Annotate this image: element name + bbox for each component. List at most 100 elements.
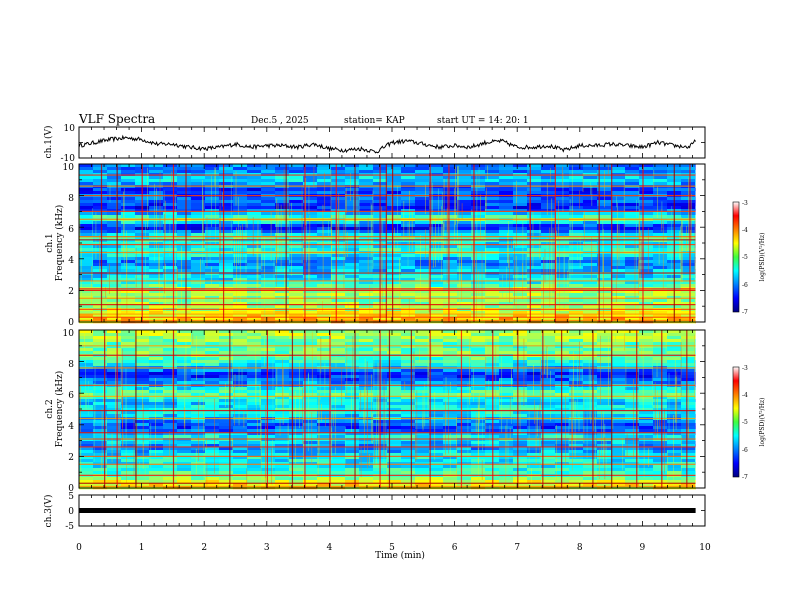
spectrogram-cell	[191, 396, 206, 400]
spectrogram-cell	[429, 191, 444, 195]
spectrogram-cell	[135, 459, 150, 463]
spectrogram-cell	[485, 372, 500, 376]
spectrogram-cell	[387, 230, 402, 234]
spectrogram-cell	[527, 408, 542, 412]
spectrogram-band-line	[79, 251, 696, 254]
spectrogram-cell	[191, 263, 206, 267]
spectrogram-cell	[289, 317, 304, 321]
spectrogram-cell	[219, 411, 234, 415]
spectrogram-cell	[513, 212, 528, 216]
spectrogram-cell	[597, 363, 612, 367]
spectrogram-cell	[191, 432, 206, 436]
spectrogram-cell	[149, 239, 164, 243]
spectrogram-cell	[275, 456, 290, 460]
spectrogram-cell	[429, 408, 444, 412]
spectrogram-cell	[583, 224, 598, 228]
spectrogram-cell	[303, 357, 318, 361]
spectrogram-cell	[317, 360, 332, 364]
spectrogram-cell	[527, 167, 542, 171]
spectrogram-cell	[205, 314, 220, 318]
spectrogram-cell	[219, 284, 234, 288]
spectrogram-cell	[261, 369, 276, 373]
spectrogram-cell	[149, 227, 164, 231]
spectrogram-cell	[303, 408, 318, 412]
spectrogram-cell	[149, 360, 164, 364]
spectrogram-cell	[247, 420, 262, 424]
spectrogram-cell	[387, 447, 402, 451]
spectrogram-cell	[597, 330, 612, 334]
spectrogram-cell	[163, 191, 178, 195]
spectrogram-cell	[583, 296, 598, 300]
spectrogram-cell	[317, 351, 332, 355]
spectrogram-cell	[387, 357, 402, 361]
spectrogram-cell	[527, 170, 542, 174]
spectrogram-cell	[331, 405, 346, 409]
spectrogram-cell	[611, 447, 626, 451]
spectrogram-cell	[331, 444, 346, 448]
spectrogram-cell	[499, 423, 514, 427]
spectrogram-cell	[93, 399, 108, 403]
spectrogram-cell	[135, 351, 150, 355]
spectrogram-cell	[569, 203, 584, 207]
spectrogram-cell	[261, 333, 276, 337]
spectrogram-cell	[317, 411, 332, 415]
spectrogram-cell	[401, 317, 416, 321]
spectrogram-cell	[303, 360, 318, 364]
spectrogram-cell	[611, 432, 626, 436]
spectrogram-cell	[485, 212, 500, 216]
spectrogram-cell	[261, 257, 276, 261]
spectrogram-cell	[233, 408, 248, 412]
spectrogram-cell	[667, 459, 682, 463]
spectrogram-cell	[639, 182, 654, 186]
spectrogram-cell	[611, 221, 626, 225]
spectrogram-cell	[261, 465, 276, 469]
spectrogram-cell	[415, 266, 430, 270]
spectrogram-cell	[541, 330, 556, 334]
spectrogram-cell	[135, 381, 150, 385]
spectrogram-cell	[485, 387, 500, 391]
spectrogram-cell	[331, 423, 346, 427]
spectrogram-cell	[331, 363, 346, 367]
spectrogram-cell	[79, 414, 94, 418]
spectrogram-cell	[485, 182, 500, 186]
spectrogram-cell	[541, 272, 556, 276]
spectrogram-cell	[79, 188, 94, 192]
spectrogram-cell	[541, 462, 556, 466]
spectrogram-cell	[247, 357, 262, 361]
spectrogram-cell	[177, 357, 192, 361]
spectrogram-cell	[415, 275, 430, 279]
spectrogram-cell	[387, 423, 402, 427]
spectrogram-cell	[527, 426, 542, 430]
spectrogram-cell	[415, 387, 430, 391]
spectrogram-cell	[485, 293, 500, 297]
spectrogram-streak	[123, 188, 125, 267]
spectrogram-cell	[401, 450, 416, 454]
spectrogram-cell	[317, 227, 332, 231]
ch1-spectrogram-ticks	[78, 163, 706, 323]
spectrogram-cell	[569, 191, 584, 195]
spectrogram-cell	[317, 170, 332, 174]
spectrogram-cell	[597, 167, 612, 171]
spectrogram-cell	[653, 447, 668, 451]
spectrogram-cell	[611, 363, 626, 367]
spectrogram-cell	[107, 305, 122, 309]
spectrogram-cell	[569, 221, 584, 225]
spectrogram-cell	[345, 284, 360, 288]
spectrogram-cell	[163, 402, 178, 406]
spectrogram-cell	[569, 305, 584, 309]
spectrogram-cell	[681, 402, 696, 406]
spectrogram-cell	[625, 215, 640, 219]
spectrogram-cell	[345, 290, 360, 294]
spectrogram-cell	[205, 248, 220, 252]
spectrogram-cell	[289, 215, 304, 219]
spectrogram-cell	[135, 432, 150, 436]
spectrogram-cell	[569, 369, 584, 373]
spectrogram-cell	[415, 215, 430, 219]
spectrogram-cell	[569, 372, 584, 376]
spectrogram-cell	[681, 209, 696, 213]
spectrogram-streak	[394, 227, 395, 254]
spectrogram-cell	[177, 248, 192, 252]
spectrogram-cell	[359, 444, 374, 448]
spectrogram-cell	[457, 426, 472, 430]
spectrogram-cell	[275, 227, 290, 231]
